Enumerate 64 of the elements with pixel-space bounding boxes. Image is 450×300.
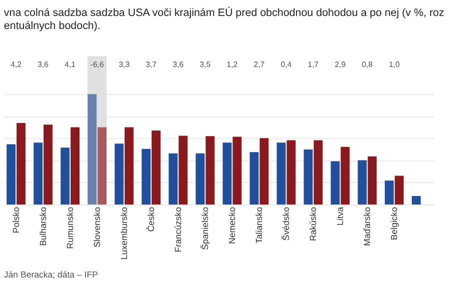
- bar: [206, 136, 215, 205]
- text: 3,7: [146, 60, 157, 69]
- bar: [232, 136, 242, 205]
- text: 4,1: [64, 60, 76, 69]
- x-tick-label: Slovensko: [92, 206, 102, 248]
- bar: [70, 127, 80, 205]
- x-tick-label: Taliansko: [254, 206, 264, 244]
- bar: [178, 136, 188, 205]
- bar: [412, 196, 421, 205]
- bar: [222, 142, 232, 205]
- x-tick-label: Belgicko: [389, 206, 400, 240]
- text: 3,6: [38, 60, 48, 69]
- x-tick-label: Luxembursko: [119, 206, 130, 260]
- text: 2,7: [254, 60, 265, 69]
- text: 3,3: [118, 60, 130, 69]
- bar: [16, 122, 26, 205]
- bar: [98, 127, 107, 205]
- x-tick-label: Litva: [335, 206, 346, 226]
- text: Ján Beracka; dáta – IFP: [4, 270, 98, 280]
- bar: [44, 124, 53, 205]
- x-tick-label: Španielsko: [200, 206, 210, 250]
- bar: [358, 160, 367, 205]
- x-tick-label: Rumunsko: [65, 206, 76, 249]
- bar: [88, 94, 97, 205]
- bar: [250, 152, 259, 205]
- bar: [276, 142, 286, 205]
- bar: [60, 148, 70, 205]
- x-tick-label: Rakúsko: [308, 206, 318, 242]
- x-tick-label: Polsko: [10, 206, 21, 234]
- text: 0,4: [280, 60, 292, 69]
- x-tick-label: Česko: [146, 206, 156, 232]
- bar: [368, 156, 377, 205]
- text: -6,6: [90, 60, 104, 69]
- bar: [304, 149, 313, 205]
- bar: [168, 153, 178, 205]
- text: entuálnych bodoch).: [4, 20, 100, 32]
- bar: [260, 138, 269, 205]
- text: 1,0: [388, 60, 400, 69]
- x-tick-label: Bulharsko: [38, 206, 48, 246]
- text: vna colná sadzba sadzba USA voči krajinám EÚ pred obchodnou dohodou a po nej (v %, roz: [4, 7, 444, 20]
- text: 3,6: [172, 60, 184, 69]
- bar: [34, 142, 43, 205]
- bar: [114, 144, 124, 205]
- text: 2,9: [334, 60, 346, 69]
- text: 1,7: [308, 60, 319, 69]
- x-tick-label: Maďarsko: [362, 206, 372, 246]
- bar: [330, 161, 340, 205]
- bar: [152, 130, 161, 205]
- text: 3,5: [200, 60, 212, 69]
- bar: [394, 176, 404, 205]
- bar: [142, 148, 151, 205]
- bar: [340, 146, 350, 205]
- bar: [124, 127, 134, 205]
- text: 4,2: [10, 60, 22, 69]
- x-tick-label: Nemecko: [227, 206, 238, 244]
- x-tick-label: Francúzsko: [173, 206, 184, 252]
- text: 1,2: [226, 60, 238, 69]
- bar: [286, 140, 296, 205]
- bar: [6, 144, 16, 205]
- bar: [196, 153, 205, 205]
- bar: [384, 180, 394, 205]
- text: 0,8: [362, 60, 373, 69]
- bar: [314, 140, 323, 205]
- x-tick-label: Švédsko: [281, 206, 292, 241]
